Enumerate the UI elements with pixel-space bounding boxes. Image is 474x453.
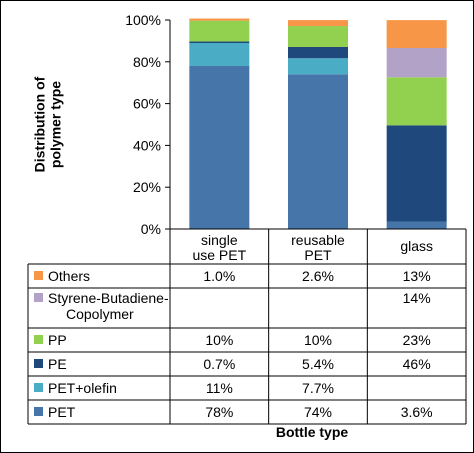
legend-label: Others bbox=[48, 268, 90, 284]
data-label: 10% bbox=[205, 332, 233, 348]
bar-segment bbox=[288, 26, 348, 47]
data-label: 74% bbox=[304, 404, 332, 420]
legend-swatch bbox=[34, 271, 43, 280]
x-axis-title: Bottle type bbox=[276, 424, 349, 440]
bar-segment bbox=[288, 20, 348, 21]
bar-segment bbox=[386, 20, 447, 21]
category-label: glass bbox=[400, 238, 433, 254]
legend-swatch bbox=[34, 407, 43, 416]
bar-segment bbox=[189, 42, 250, 66]
bar-segment bbox=[288, 46, 348, 59]
legend-label: PE bbox=[48, 356, 67, 372]
legend-swatch bbox=[34, 335, 43, 344]
data-label: 11% bbox=[206, 380, 233, 396]
data-label: 1.0% bbox=[203, 268, 235, 284]
y-tick-label: 60% bbox=[133, 96, 161, 112]
y-axis-title: Distribution ofpolymer type bbox=[32, 76, 64, 172]
bar-segment bbox=[189, 65, 250, 229]
bar-segment bbox=[288, 20, 348, 27]
bar-segment bbox=[386, 48, 447, 78]
legend-swatch bbox=[34, 359, 43, 368]
data-label: 13% bbox=[403, 268, 431, 284]
data-label: 10% bbox=[304, 332, 332, 348]
bar-segment bbox=[386, 221, 447, 229]
y-tick-label: 40% bbox=[133, 137, 161, 153]
data-label: 0.7% bbox=[203, 356, 235, 372]
bar-segment bbox=[386, 125, 447, 222]
legend-swatch bbox=[34, 383, 43, 392]
y-tick-label: 20% bbox=[133, 179, 161, 195]
y-tick-label: 80% bbox=[133, 54, 161, 70]
y-tick-label: 100% bbox=[125, 12, 161, 28]
bar-segment bbox=[288, 58, 348, 75]
data-label: 3.6% bbox=[401, 404, 433, 420]
bar-segment bbox=[189, 18, 250, 21]
category-label: reusable PET bbox=[291, 232, 345, 263]
bar-segment bbox=[386, 77, 447, 126]
category-label: single use PET bbox=[192, 232, 246, 263]
data-label: 78% bbox=[205, 404, 233, 420]
legend-label: PP bbox=[48, 332, 67, 348]
data-label: 46% bbox=[403, 356, 431, 372]
bar-segment bbox=[386, 20, 447, 49]
legend-label: Styrene-Butadiene-Copolymer bbox=[48, 290, 169, 322]
data-label: 14% bbox=[403, 290, 431, 306]
data-label: 7.7% bbox=[302, 380, 334, 396]
legend-swatch bbox=[34, 293, 43, 302]
legend-label: PET+olefin bbox=[48, 380, 117, 396]
legend-label: PET bbox=[48, 404, 76, 420]
data-label: 5.4% bbox=[302, 356, 334, 372]
data-label: 2.6% bbox=[302, 268, 334, 284]
data-label: 23% bbox=[403, 332, 431, 348]
bar-segment bbox=[189, 41, 250, 43]
bar-segment bbox=[189, 20, 250, 42]
bar-segment bbox=[288, 74, 348, 229]
y-tick-label: 0% bbox=[141, 221, 161, 237]
